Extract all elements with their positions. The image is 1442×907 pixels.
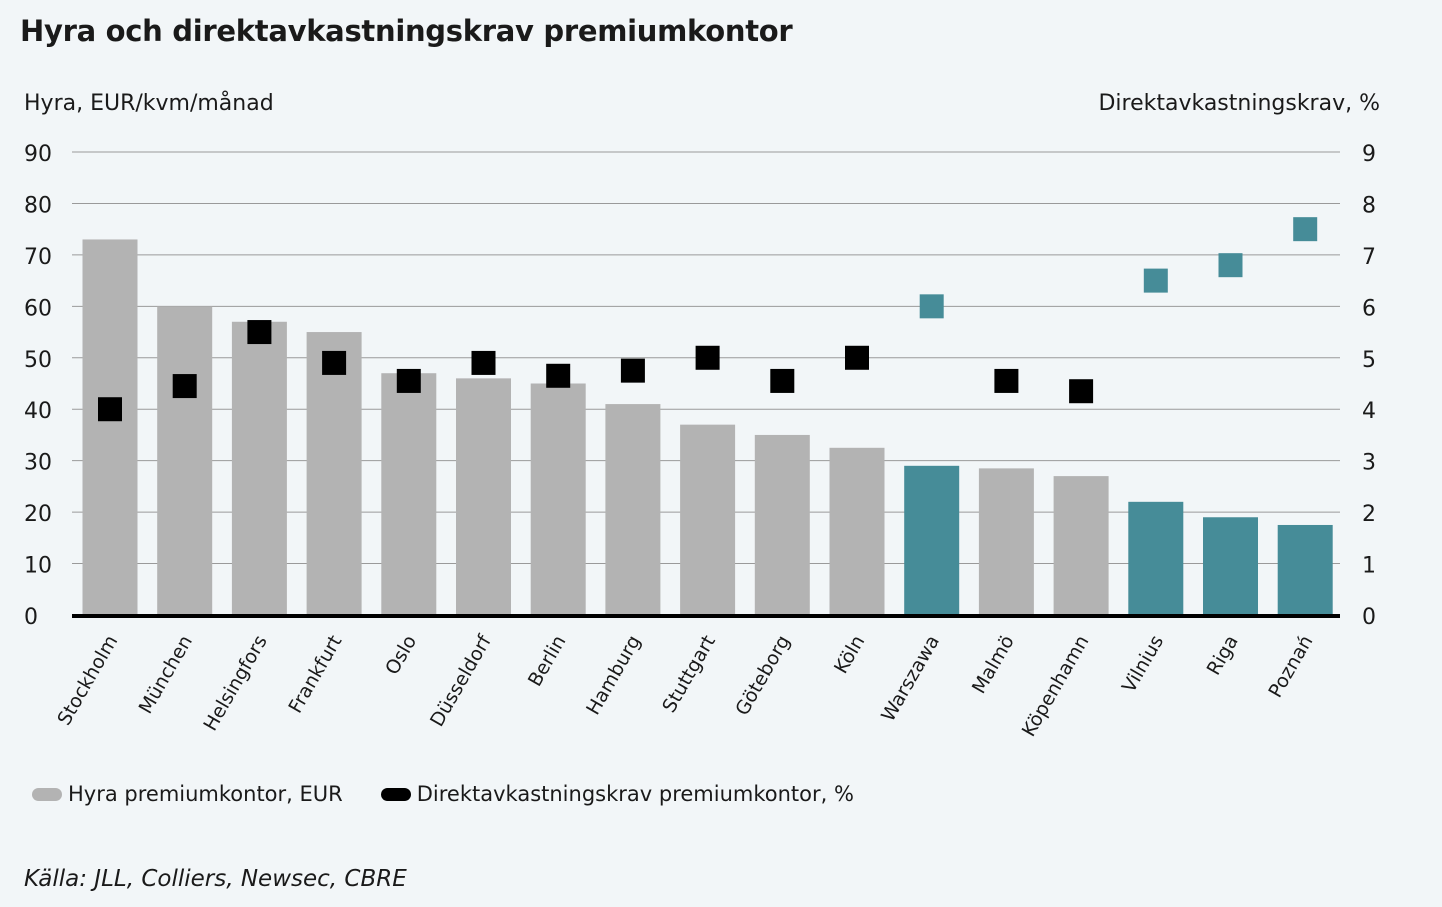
y-tick-right-label: 6 xyxy=(1362,296,1376,321)
y-tick-right-label: 0 xyxy=(1362,605,1376,630)
bar-malmö xyxy=(978,468,1034,615)
y-tick-right-label: 9 xyxy=(1362,142,1376,167)
bar-berlin xyxy=(530,383,586,615)
legend-swatch-rent xyxy=(32,787,62,801)
x-tick-label: Köpenhamn xyxy=(1018,632,1094,741)
bar-warszawa xyxy=(904,465,960,615)
x-tick-label: Poznań xyxy=(1264,632,1317,702)
marker-stuttgart xyxy=(695,345,720,370)
legend-swatch-yield xyxy=(380,787,411,801)
bar-stuttgart xyxy=(680,424,736,615)
legend-label-yield: Direktavkastningskrav premiumkontor, % xyxy=(416,782,854,806)
marker-helsingfors xyxy=(247,320,272,345)
y-tick-right-label: 2 xyxy=(1362,502,1376,527)
y-ticks-left: 0 10 20 30 40 50 60 70 80 90 xyxy=(24,142,52,630)
bar-köpenhamn xyxy=(1053,476,1109,615)
bar-frankfurt xyxy=(306,332,362,615)
bar-düsseldorf xyxy=(456,378,511,615)
chart-title: Hyra och direktavkastningskrav premiumko… xyxy=(20,14,793,48)
y-tick-right-label: 7 xyxy=(1362,245,1376,270)
bar-stockholm xyxy=(82,239,138,615)
x-tick-label: Vilnius xyxy=(1118,632,1168,697)
x-tick-label: Stockholm xyxy=(53,632,122,730)
source-note: Källa: JLL, Colliers, Newsec, CBRE xyxy=(24,866,407,892)
x-tick-label: Düsseldorf xyxy=(426,630,497,730)
x-tick-label: Oslo xyxy=(381,632,421,679)
marker-berlin xyxy=(546,363,571,388)
x-tick-label: Frankfurt xyxy=(284,632,346,718)
x-tick-label: Berlin xyxy=(524,632,571,691)
marker-poznań xyxy=(1293,217,1318,242)
y-tick-left-label: 20 xyxy=(24,502,52,527)
x-tick-label: München xyxy=(135,632,197,718)
marker-frankfurt xyxy=(322,350,347,375)
bar-helsingfors xyxy=(231,321,287,615)
y-tick-right-label: 8 xyxy=(1362,193,1376,218)
marker-göteborg xyxy=(770,368,795,393)
y-ticks-right: 0 1 2 3 4 5 6 7 8 9 xyxy=(1362,142,1376,630)
marker-riga xyxy=(1218,253,1243,278)
y-tick-right-label: 3 xyxy=(1362,451,1376,476)
x-category-labels: Stockholm München Helsingfors Frankfurt Oslo… xyxy=(53,630,1317,740)
y-tick-left-label: 60 xyxy=(24,296,52,321)
marker-düsseldorf xyxy=(471,350,496,375)
x-tick-label: Warszawa xyxy=(877,631,944,725)
bar-vilnius xyxy=(1128,501,1184,615)
marker-köln xyxy=(845,345,869,370)
bar-series xyxy=(82,239,1333,615)
x-tick-label: Köln xyxy=(830,632,869,678)
y-tick-left-label: 50 xyxy=(24,348,52,373)
y-tick-left-label: 10 xyxy=(24,554,52,579)
y-tick-right-label: 5 xyxy=(1362,348,1376,373)
marker-oslo xyxy=(396,368,421,393)
y-tick-right-label: 4 xyxy=(1362,399,1376,424)
bar-poznań xyxy=(1277,524,1333,615)
legend-item-rent: Hyra premiumkontor, EUR xyxy=(32,782,343,806)
legend: Hyra premiumkontor, EUR Direktavkastning… xyxy=(32,782,892,806)
marker-warszawa xyxy=(919,294,944,319)
y-tick-right-label: 1 xyxy=(1362,554,1376,579)
marker-köpenhamn xyxy=(1069,379,1094,404)
y-tick-left-label: 40 xyxy=(24,399,52,424)
y-tick-left-label: 0 xyxy=(24,605,38,630)
marker-vilnius xyxy=(1143,268,1168,293)
y-tick-left-label: 90 xyxy=(24,142,52,167)
x-tick-label: Riga xyxy=(1203,632,1243,680)
marker-series xyxy=(98,217,1318,422)
y-tick-left-label: 70 xyxy=(24,245,52,270)
bar-münchen xyxy=(157,306,213,615)
y-axis-label-left: Hyra, EUR/kvm/månad xyxy=(24,90,274,116)
x-tick-label: Göteborg xyxy=(731,632,794,720)
y-axis-label-right: Direktavkastningskrav, % xyxy=(1098,91,1380,116)
y-tick-left-label: 30 xyxy=(24,451,52,476)
legend-item-yield: Direktavkastningskrav premiumkontor, % xyxy=(380,782,854,806)
marker-malmö xyxy=(994,368,1019,393)
x-tick-label: Malmö xyxy=(968,632,1019,698)
x-tick-label: Hamburg xyxy=(582,632,645,719)
bar-oslo xyxy=(381,373,437,615)
x-tick-label: Helsingfors xyxy=(199,632,271,735)
marker-münchen xyxy=(172,374,197,399)
bar-köln xyxy=(829,447,885,615)
bar-riga xyxy=(1203,517,1258,615)
bar-hamburg xyxy=(605,404,661,615)
marker-stockholm xyxy=(98,397,122,422)
legend-label-rent: Hyra premiumkontor, EUR xyxy=(68,782,343,806)
bar-göteborg xyxy=(754,434,810,615)
marker-hamburg xyxy=(620,358,645,383)
x-tick-label: Stuttgart xyxy=(658,632,720,717)
y-tick-left-label: 80 xyxy=(24,193,52,218)
